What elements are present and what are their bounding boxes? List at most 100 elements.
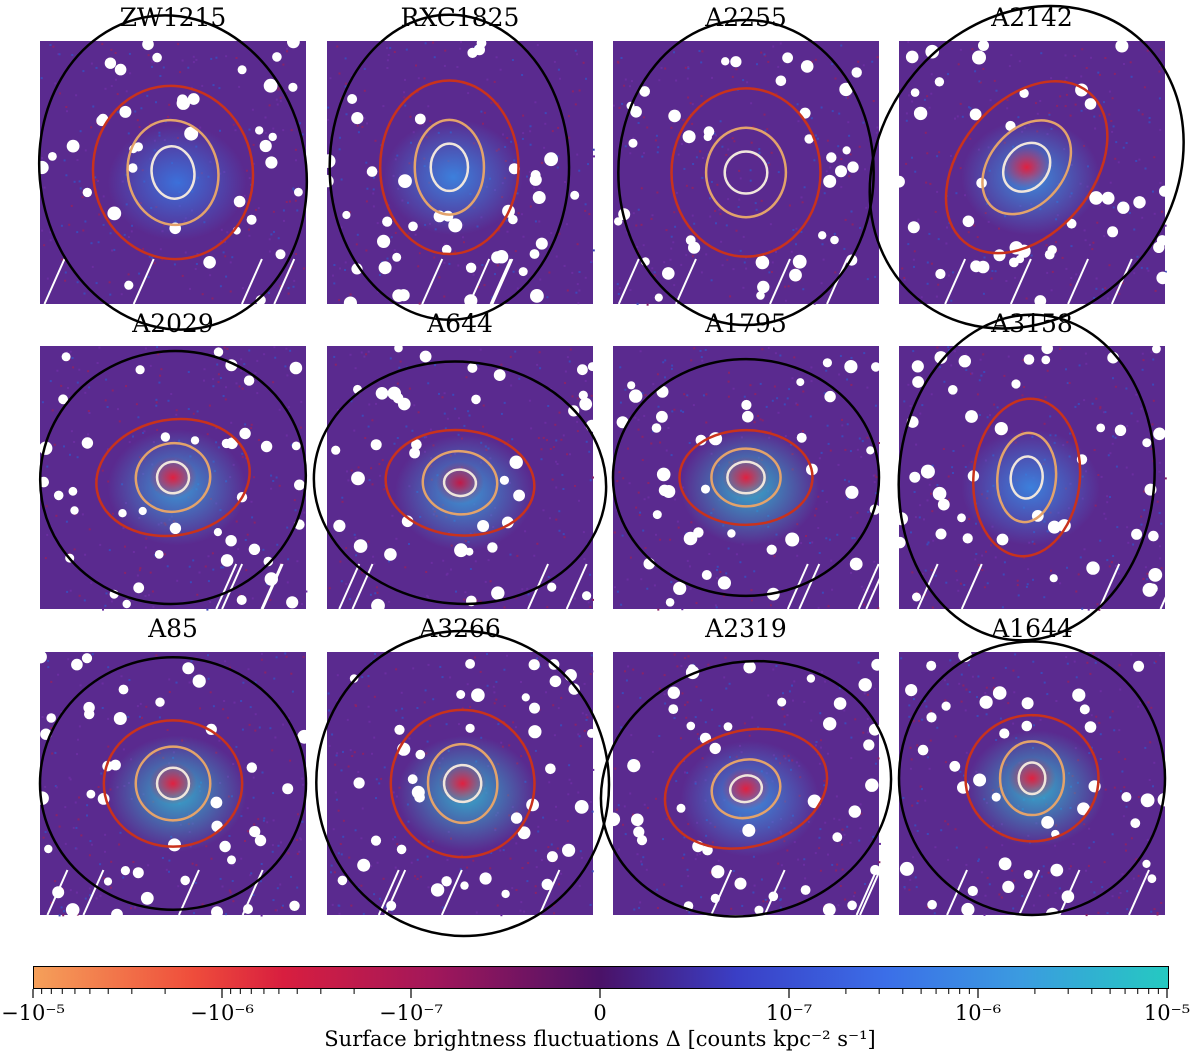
- colorbar-tick-label: 10⁻⁷: [765, 1001, 813, 1025]
- point-source-mask: [925, 44, 939, 59]
- point-source-mask: [110, 759, 121, 771]
- panel-title: A1795: [705, 309, 787, 338]
- point-source-mask: [263, 556, 274, 567]
- point-source-mask: [441, 876, 452, 887]
- point-source-mask: [839, 82, 853, 97]
- point-source-mask: [665, 598, 675, 607]
- point-source-mask: [518, 267, 528, 277]
- point-source-mask: [1034, 295, 1047, 307]
- point-source-mask: [333, 519, 346, 532]
- point-source-mask: [351, 263, 363, 275]
- point-source-mask: [905, 50, 919, 64]
- point-source-mask: [535, 237, 548, 250]
- chip-gap-streaks: [46, 869, 264, 916]
- point-source-mask: [606, 812, 621, 827]
- third-ellipse: [102, 719, 244, 848]
- inner-ellipse: [728, 774, 764, 804]
- point-source-mask: [1041, 816, 1054, 829]
- point-source-mask: [1011, 379, 1021, 389]
- point-source-mask: [709, 742, 721, 755]
- third-ellipse: [378, 79, 520, 256]
- point-source-mask: [411, 785, 425, 799]
- point-source-mask: [1107, 226, 1119, 238]
- point-source-mask: [460, 881, 469, 890]
- second-ellipse: [710, 447, 782, 508]
- point-source-mask: [246, 762, 257, 773]
- point-source-mask: [1159, 185, 1171, 197]
- point-source-mask: [508, 163, 520, 175]
- outer-ellipse: [599, 659, 893, 918]
- point-source-mask: [81, 437, 94, 449]
- point-source-mask: [662, 267, 675, 280]
- point-source-mask: [1041, 342, 1053, 355]
- point-source-mask: [260, 440, 273, 453]
- point-source-mask: [70, 506, 79, 515]
- point-source-mask: [168, 838, 181, 852]
- point-source-mask: [337, 875, 348, 886]
- colorbar-ticks: [32, 989, 1168, 998]
- point-source-mask: [1023, 354, 1035, 365]
- point-source-mask: [225, 535, 237, 547]
- point-source-mask: [331, 445, 341, 455]
- point-source-mask: [701, 484, 710, 494]
- point-source-mask: [912, 376, 924, 388]
- point-source-mask: [1079, 704, 1090, 715]
- inner-ellipse: [442, 468, 478, 498]
- point-source-mask: [958, 355, 971, 368]
- point-source-mask: [415, 749, 426, 760]
- point-source-mask: [456, 690, 466, 699]
- point-source-mask: [83, 701, 95, 714]
- point-source-mask: [375, 387, 389, 400]
- point-source-mask: [192, 674, 206, 688]
- point-source-mask: [743, 661, 756, 674]
- point-source-mask: [673, 581, 687, 595]
- point-source-mask: [48, 152, 57, 161]
- point-source-mask: [343, 296, 357, 310]
- colorbar-axis-label: Surface brightness fluctuations Δ [count…: [324, 1027, 876, 1051]
- point-source-mask: [86, 789, 96, 799]
- point-source-mask: [782, 52, 793, 64]
- point-source-mask: [631, 813, 644, 827]
- panel-title: A3266: [419, 614, 501, 643]
- point-source-mask: [1101, 191, 1115, 205]
- point-source-mask: [909, 471, 921, 483]
- point-source-mask: [493, 369, 506, 381]
- point-source-mask: [804, 134, 814, 144]
- point-source-mask: [927, 899, 937, 910]
- point-source-mask: [510, 812, 523, 824]
- point-source-mask: [777, 697, 787, 707]
- cluster-map-image: [35, 14, 309, 331]
- point-source-mask: [1066, 218, 1077, 229]
- cluster-map-panel: [599, 652, 893, 918]
- point-source-mask: [636, 835, 648, 846]
- point-source-masks: [899, 648, 1171, 921]
- point-source-mask: [1077, 802, 1090, 816]
- point-source-mask: [532, 191, 546, 204]
- point-source-mask: [545, 763, 556, 775]
- point-source-mask: [754, 905, 764, 915]
- point-source-mask: [471, 394, 481, 405]
- point-source-mask: [1131, 528, 1143, 540]
- point-source-mask: [662, 485, 676, 498]
- chip-gap-streaks: [338, 563, 588, 610]
- point-source-mask: [789, 268, 802, 282]
- point-source-mask: [835, 165, 847, 178]
- point-source-mask: [152, 52, 162, 63]
- point-source-mask: [717, 576, 731, 590]
- point-source-mask: [184, 126, 199, 141]
- inner-ellipse: [442, 763, 483, 804]
- point-source-mask: [272, 52, 282, 62]
- radius-ellipses: [312, 360, 608, 606]
- outer-ellipse: [611, 357, 881, 598]
- second-ellipse: [413, 118, 486, 216]
- point-source-mask: [467, 47, 478, 58]
- point-source-masks: [321, 38, 580, 310]
- point-source-mask: [1115, 39, 1129, 53]
- third-ellipse: [971, 397, 1082, 558]
- inner-ellipse: [429, 142, 470, 193]
- point-source-mask: [357, 858, 371, 872]
- point-source-mask: [998, 857, 1012, 871]
- point-source-mask: [133, 582, 145, 594]
- panel-title: ZW1215: [119, 3, 227, 32]
- second-ellipse: [981, 119, 1073, 216]
